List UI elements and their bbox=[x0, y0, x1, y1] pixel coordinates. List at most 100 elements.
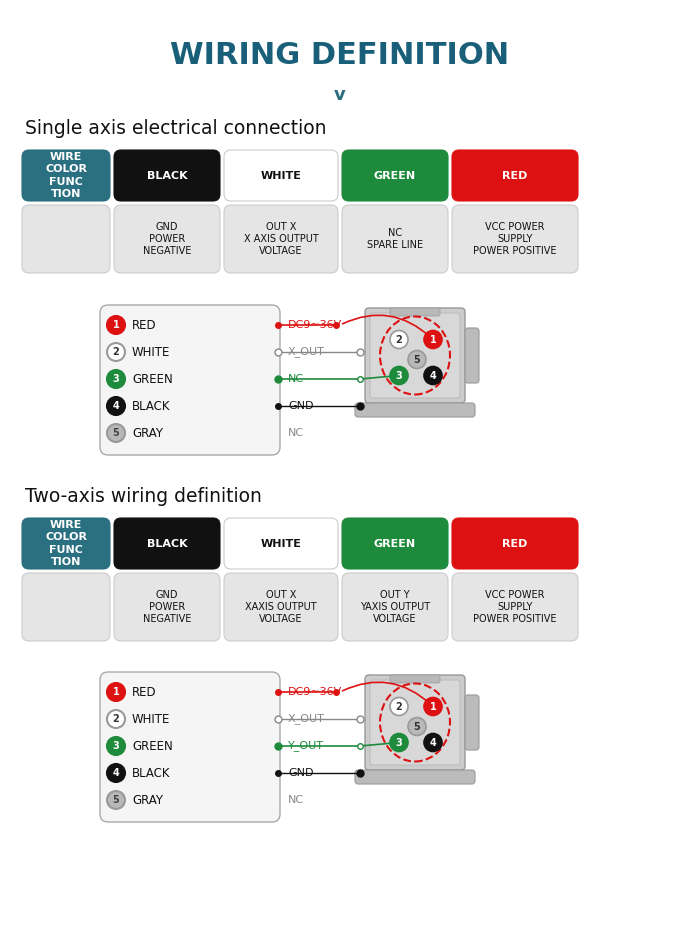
FancyBboxPatch shape bbox=[224, 205, 338, 273]
Circle shape bbox=[424, 330, 442, 349]
Text: WIRE
COLOR
FUNC
TION: WIRE COLOR FUNC TION bbox=[45, 520, 87, 567]
FancyBboxPatch shape bbox=[370, 680, 460, 765]
Text: 1: 1 bbox=[113, 320, 120, 330]
Text: GND: GND bbox=[288, 768, 313, 778]
Text: 4: 4 bbox=[113, 768, 120, 778]
Text: NC
SPARE LINE: NC SPARE LINE bbox=[367, 228, 423, 250]
Text: DC9~36V: DC9~36V bbox=[288, 320, 342, 330]
Text: 3: 3 bbox=[113, 741, 120, 751]
Circle shape bbox=[390, 367, 408, 385]
Circle shape bbox=[408, 718, 426, 735]
Text: Single axis electrical connection: Single axis electrical connection bbox=[25, 118, 326, 138]
FancyBboxPatch shape bbox=[390, 308, 440, 316]
Circle shape bbox=[390, 698, 408, 716]
FancyBboxPatch shape bbox=[100, 305, 280, 455]
Text: GREEN: GREEN bbox=[132, 739, 173, 752]
Text: 5: 5 bbox=[113, 795, 120, 805]
FancyBboxPatch shape bbox=[390, 675, 440, 683]
Text: WHITE: WHITE bbox=[260, 171, 301, 180]
Circle shape bbox=[107, 791, 125, 809]
Circle shape bbox=[107, 316, 125, 334]
Circle shape bbox=[107, 710, 125, 728]
Circle shape bbox=[107, 683, 125, 701]
Text: OUT X
X AXIS OUTPUT
VOLTAGE: OUT X X AXIS OUTPUT VOLTAGE bbox=[243, 221, 318, 256]
Text: 3: 3 bbox=[113, 374, 120, 384]
Text: WHITE: WHITE bbox=[132, 713, 171, 725]
FancyBboxPatch shape bbox=[224, 518, 338, 569]
Text: GREEN: GREEN bbox=[374, 171, 416, 180]
Text: NC: NC bbox=[288, 795, 304, 805]
Text: GRAY: GRAY bbox=[132, 794, 163, 807]
Circle shape bbox=[107, 397, 125, 415]
FancyBboxPatch shape bbox=[465, 328, 479, 383]
Text: 5: 5 bbox=[413, 721, 420, 732]
Text: GND
POWER
NEGATIVE: GND POWER NEGATIVE bbox=[143, 590, 191, 625]
Circle shape bbox=[424, 367, 442, 385]
Text: NC: NC bbox=[288, 428, 304, 438]
Text: 2: 2 bbox=[396, 702, 403, 712]
FancyBboxPatch shape bbox=[342, 150, 448, 201]
Circle shape bbox=[408, 351, 426, 369]
FancyBboxPatch shape bbox=[452, 518, 578, 569]
FancyBboxPatch shape bbox=[224, 573, 338, 641]
Text: 4: 4 bbox=[113, 401, 120, 411]
FancyBboxPatch shape bbox=[370, 313, 460, 398]
FancyBboxPatch shape bbox=[114, 518, 220, 569]
Circle shape bbox=[107, 370, 125, 388]
FancyBboxPatch shape bbox=[224, 150, 338, 201]
Text: RED: RED bbox=[132, 686, 156, 699]
Circle shape bbox=[107, 424, 125, 442]
Text: BLACK: BLACK bbox=[132, 766, 171, 779]
FancyBboxPatch shape bbox=[365, 308, 465, 403]
Text: NC: NC bbox=[288, 374, 304, 384]
Text: WIRE
COLOR
FUNC
TION: WIRE COLOR FUNC TION bbox=[45, 152, 87, 199]
Text: v: v bbox=[334, 86, 346, 104]
FancyBboxPatch shape bbox=[22, 205, 110, 273]
Text: OUT Y
YAXIS OUTPUT
VOLTAGE: OUT Y YAXIS OUTPUT VOLTAGE bbox=[360, 590, 430, 625]
FancyBboxPatch shape bbox=[452, 150, 578, 201]
FancyBboxPatch shape bbox=[465, 695, 479, 750]
Text: GRAY: GRAY bbox=[132, 427, 163, 440]
Text: 1: 1 bbox=[113, 687, 120, 697]
Text: 4: 4 bbox=[430, 371, 437, 381]
FancyBboxPatch shape bbox=[365, 675, 465, 770]
Text: RED: RED bbox=[503, 538, 528, 549]
Text: RED: RED bbox=[503, 171, 528, 180]
FancyBboxPatch shape bbox=[100, 672, 280, 822]
Circle shape bbox=[107, 737, 125, 755]
Text: WHITE: WHITE bbox=[132, 345, 171, 358]
Text: BLACK: BLACK bbox=[132, 400, 171, 413]
Text: OUT X
XAXIS OUTPUT
VOLTAGE: OUT X XAXIS OUTPUT VOLTAGE bbox=[245, 590, 317, 625]
Text: GND
POWER
NEGATIVE: GND POWER NEGATIVE bbox=[143, 221, 191, 256]
Text: X_OUT: X_OUT bbox=[288, 346, 325, 357]
Text: Y_OUT: Y_OUT bbox=[288, 740, 324, 751]
Text: 2: 2 bbox=[396, 335, 403, 344]
FancyBboxPatch shape bbox=[355, 403, 475, 417]
Text: VCC POWER
SUPPLY
POWER POSITIVE: VCC POWER SUPPLY POWER POSITIVE bbox=[473, 590, 557, 625]
FancyBboxPatch shape bbox=[22, 518, 110, 569]
Text: 2: 2 bbox=[113, 714, 120, 724]
Circle shape bbox=[424, 734, 442, 751]
FancyBboxPatch shape bbox=[342, 518, 448, 569]
FancyBboxPatch shape bbox=[452, 573, 578, 641]
Text: 1: 1 bbox=[430, 335, 437, 344]
Text: GND: GND bbox=[288, 401, 313, 411]
Text: X_OUT: X_OUT bbox=[288, 714, 325, 724]
Circle shape bbox=[107, 764, 125, 782]
Text: BLACK: BLACK bbox=[147, 171, 187, 180]
FancyBboxPatch shape bbox=[22, 150, 110, 201]
Text: GREEN: GREEN bbox=[132, 372, 173, 386]
Text: RED: RED bbox=[132, 319, 156, 331]
Circle shape bbox=[107, 343, 125, 361]
Circle shape bbox=[390, 734, 408, 751]
Text: WIRING DEFINITION: WIRING DEFINITION bbox=[171, 40, 509, 69]
Text: 2: 2 bbox=[113, 347, 120, 357]
FancyBboxPatch shape bbox=[342, 205, 448, 273]
Text: Two-axis wiring definition: Two-axis wiring definition bbox=[25, 487, 262, 506]
FancyBboxPatch shape bbox=[114, 573, 220, 641]
Text: 1: 1 bbox=[430, 702, 437, 712]
FancyBboxPatch shape bbox=[22, 573, 110, 641]
Text: 4: 4 bbox=[430, 737, 437, 748]
FancyBboxPatch shape bbox=[355, 770, 475, 784]
Text: 3: 3 bbox=[396, 371, 403, 381]
